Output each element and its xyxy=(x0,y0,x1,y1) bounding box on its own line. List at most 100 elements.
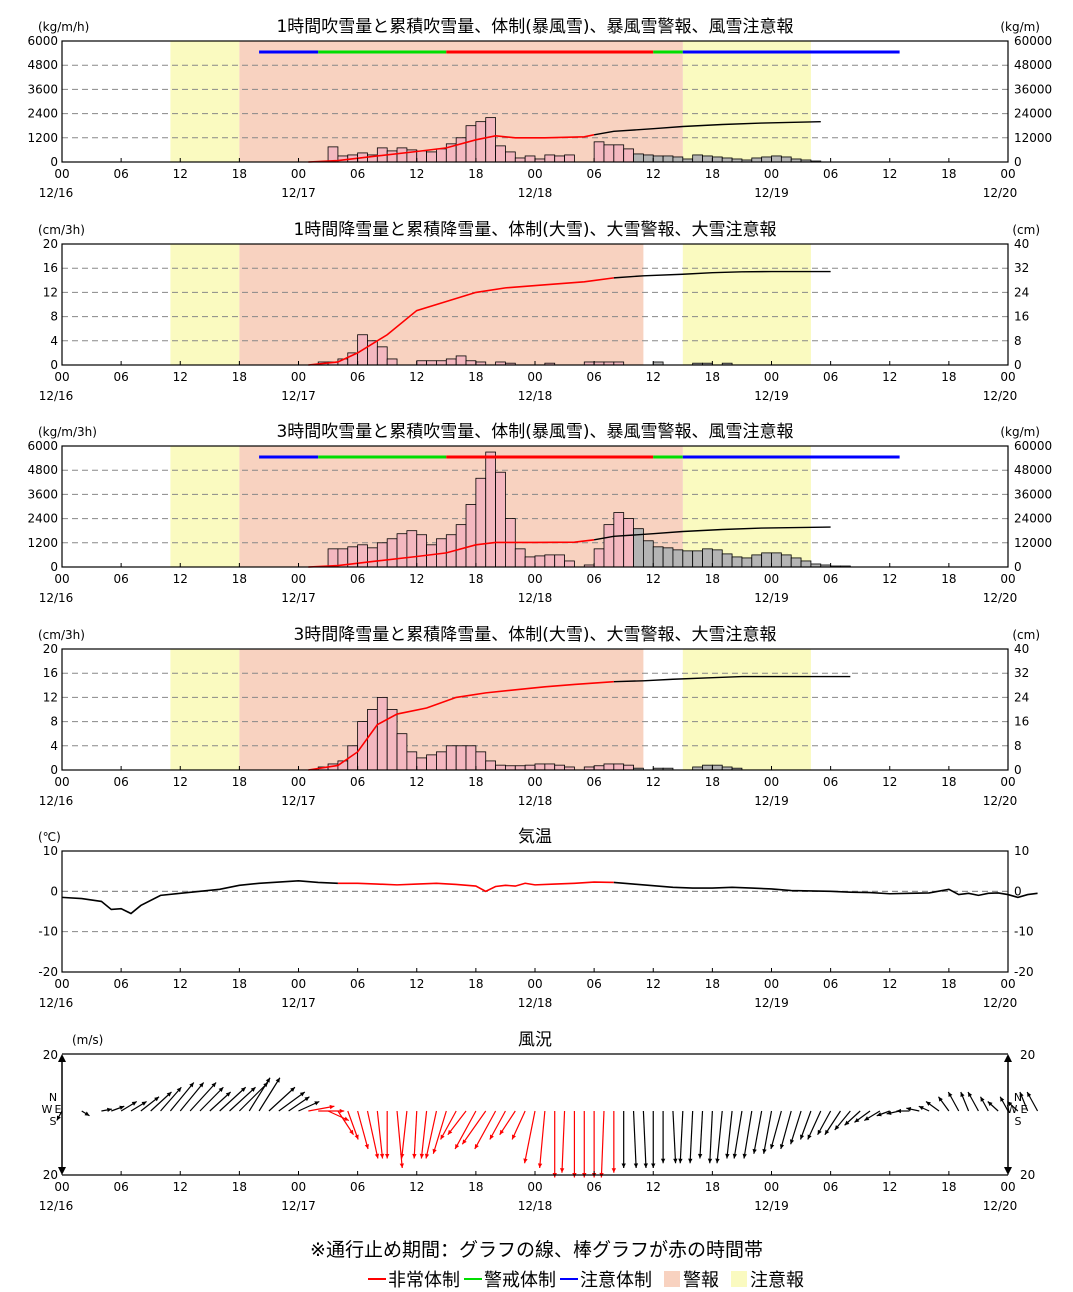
x-tick-label: 12 xyxy=(882,167,897,181)
data-bar xyxy=(426,360,437,366)
data-bar xyxy=(623,148,634,163)
x-date-label: 12/18 xyxy=(518,794,553,808)
wind-arrowhead xyxy=(474,1144,479,1149)
y-tick-label: 0 xyxy=(50,884,58,898)
data-bar xyxy=(702,764,713,771)
x-tick-label: 12 xyxy=(882,1180,897,1194)
x-tick-label: 00 xyxy=(291,370,306,384)
wind-vector xyxy=(420,1110,428,1159)
data-bar xyxy=(603,524,615,568)
wind-vector xyxy=(489,1110,506,1140)
wind-vector xyxy=(824,1110,841,1136)
x-tick-label: 06 xyxy=(823,572,838,586)
wind-arrowhead xyxy=(688,1158,693,1164)
y-tick-label: 16 xyxy=(43,666,58,680)
wind-vector xyxy=(248,1077,271,1112)
wind-arrowhead xyxy=(440,1134,445,1140)
x-date-label: 12/20 xyxy=(983,591,1018,605)
wind-vector xyxy=(561,1110,566,1173)
wind-arrowhead xyxy=(299,1092,305,1097)
wind-vector xyxy=(209,1091,232,1112)
y-tick-label: -10 xyxy=(38,925,58,939)
x-tick-label: 18 xyxy=(232,370,247,384)
x-tick-label: 06 xyxy=(113,572,128,586)
x-tick-label: 12 xyxy=(882,370,897,384)
x-date-label: 12/18 xyxy=(518,1199,553,1213)
data-bar xyxy=(642,154,654,163)
x-date-label: 12/18 xyxy=(518,996,553,1010)
y2-tick-label: 8 xyxy=(1014,739,1022,753)
wind-vector xyxy=(642,1110,647,1169)
data-bar xyxy=(524,556,536,568)
data-bar xyxy=(554,155,565,163)
advisory-period xyxy=(170,649,240,770)
wind-arrowhead xyxy=(499,1129,504,1135)
x-tick-label: 00 xyxy=(1000,1180,1015,1194)
x-date-label: 12/16 xyxy=(39,996,74,1010)
wind-arrowhead xyxy=(211,1082,217,1088)
y2-tick-label: 48000 xyxy=(1014,463,1052,477)
x-tick-label: 18 xyxy=(232,572,247,586)
footer-note: ※通行止め期間：グラフの線、棒グラフが赤の時間帯 xyxy=(310,1239,763,1261)
data-bar xyxy=(593,141,605,163)
data-bar xyxy=(603,144,615,163)
legend-caution-label: 注意体制 xyxy=(580,1270,652,1291)
wind-arrowhead xyxy=(926,1101,931,1106)
cumulative-line xyxy=(613,675,851,683)
data-bar xyxy=(455,355,467,366)
wind-arrowhead xyxy=(824,1129,830,1135)
x-tick-label: 18 xyxy=(468,1180,483,1194)
x-tick-label: 18 xyxy=(705,167,720,181)
wind-vector xyxy=(150,1091,172,1112)
wind-arrowhead xyxy=(980,1096,985,1102)
x-tick-label: 06 xyxy=(586,370,601,384)
x-tick-label: 12 xyxy=(646,775,661,789)
advisory-period xyxy=(170,244,240,365)
x-tick-label: 12 xyxy=(173,370,188,384)
x-tick-label: 00 xyxy=(764,977,779,991)
data-bar xyxy=(475,121,487,163)
advisory-period xyxy=(682,649,811,770)
wind-arrowhead xyxy=(770,1144,775,1149)
y2-tick-label: 32 xyxy=(1014,261,1029,275)
wind-arrowhead xyxy=(462,1139,467,1145)
x-tick-label: 06 xyxy=(823,977,838,991)
wind-vector xyxy=(366,1110,379,1159)
data-bar xyxy=(780,156,792,163)
x-tick-label: 00 xyxy=(764,572,779,586)
data-bar xyxy=(514,157,526,163)
x-date-label: 12/17 xyxy=(281,1199,316,1213)
y-tick-label: 4800 xyxy=(27,463,58,477)
wind-arrowhead xyxy=(896,1108,901,1114)
y2-tick-label: 24 xyxy=(1014,690,1029,704)
y-tick-label: 8 xyxy=(50,310,58,324)
wind-arrowhead xyxy=(424,1153,430,1159)
data-bar xyxy=(554,554,565,568)
x-tick-label: 00 xyxy=(54,572,69,586)
x-tick-label: 00 xyxy=(527,167,542,181)
y2-tick-label: 0 xyxy=(1014,155,1022,169)
x-tick-label: 00 xyxy=(527,977,542,991)
wind-arrowhead xyxy=(385,1153,390,1159)
wind-arrowhead xyxy=(400,1153,405,1159)
x-tick-label: 18 xyxy=(232,167,247,181)
wind-arrowhead xyxy=(800,1134,805,1140)
wind-vector xyxy=(524,1110,536,1164)
cumulative-line-red xyxy=(308,277,614,366)
x-tick-label: 00 xyxy=(1000,370,1015,384)
wind-arrowhead xyxy=(176,1087,182,1093)
data-bar xyxy=(416,757,428,771)
wind-arrowhead xyxy=(364,1144,369,1149)
x-tick-label: 12 xyxy=(646,167,661,181)
x-tick-label: 12 xyxy=(409,1180,424,1194)
data-bar xyxy=(465,360,477,366)
wind-arrowhead xyxy=(225,1092,231,1097)
wind-vector xyxy=(807,1110,822,1140)
x-tick-label: 12 xyxy=(882,572,897,586)
x-tick-label: 00 xyxy=(527,370,542,384)
wind-arrowhead xyxy=(968,1092,973,1097)
wind-vector xyxy=(689,1110,694,1164)
x-tick-label: 00 xyxy=(291,977,306,991)
y2-tick-label: 24000 xyxy=(1014,107,1052,121)
x-tick-label: 18 xyxy=(232,775,247,789)
